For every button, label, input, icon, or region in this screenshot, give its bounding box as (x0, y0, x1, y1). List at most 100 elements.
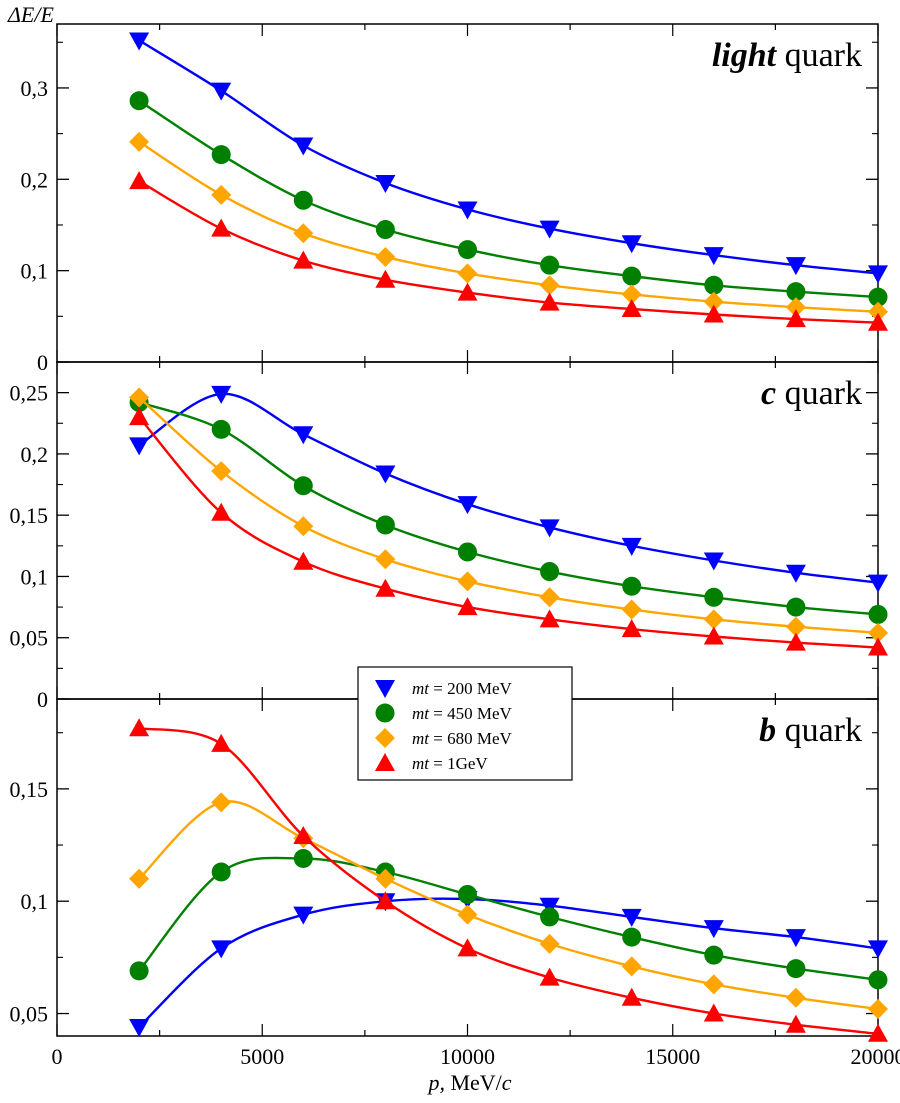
series-mt200 (129, 385, 888, 593)
data-point (211, 733, 232, 752)
data-point (703, 291, 724, 312)
data-point (211, 502, 232, 521)
x-axis-label-unit-var: c (502, 1070, 512, 1095)
panel-frame (56, 23, 879, 363)
data-point (540, 562, 560, 582)
data-point (539, 897, 560, 916)
data-point (211, 82, 232, 101)
data-point (293, 250, 314, 269)
data-point (129, 868, 150, 889)
data-point (621, 537, 642, 556)
data-point (621, 956, 642, 977)
series-mt200 (129, 890, 888, 1038)
data-point (458, 542, 477, 562)
data-point (129, 1019, 150, 1038)
data-point (129, 387, 150, 408)
y-tick-label: 0,15 (10, 777, 49, 802)
data-point (703, 920, 724, 939)
data-point (868, 999, 888, 1020)
data-point (539, 275, 560, 296)
series-line (138, 727, 878, 1035)
data-point (375, 549, 396, 570)
data-point (129, 32, 150, 51)
series-line (138, 140, 878, 313)
data-point (868, 265, 888, 284)
data-point (703, 974, 724, 995)
data-point (868, 604, 888, 624)
data-point (704, 587, 724, 607)
data-point (211, 862, 231, 882)
x-tick-label: 10000 (440, 1044, 495, 1069)
data-point (539, 967, 560, 986)
data-point (786, 959, 806, 979)
data-point (785, 1014, 806, 1033)
data-point (539, 933, 560, 954)
data-point (785, 929, 806, 948)
data-point (211, 145, 231, 165)
data-point (129, 407, 150, 426)
series-line (138, 392, 878, 584)
y-tick-label: 0,25 (10, 381, 49, 406)
legend-marker-mt200 (375, 680, 395, 698)
data-point (785, 564, 806, 583)
x-tick-label: 20000 (851, 1044, 900, 1069)
legend-marker-mt1000 (375, 753, 395, 771)
data-point (785, 632, 806, 651)
data-point (129, 91, 149, 111)
data-point (375, 868, 396, 889)
data-point (375, 269, 396, 288)
data-point (868, 574, 888, 593)
data-point (703, 609, 724, 630)
data-point (621, 987, 642, 1006)
legend-entries: mt = 200 MeV mt = 450 MeV mt = 680 MeV mt =… (375, 679, 512, 773)
data-point (868, 970, 888, 990)
data-point (703, 626, 724, 645)
data-point (622, 576, 642, 596)
data-point (375, 220, 395, 240)
panel-title: b quark (759, 712, 862, 749)
data-point (785, 257, 806, 276)
series-line (138, 396, 878, 634)
x-tick-label: 0 (52, 1044, 63, 1069)
data-point (539, 220, 560, 239)
data-point (868, 622, 888, 643)
data-point (785, 309, 806, 328)
legend-label-mt200: mt = 200 MeV (412, 679, 512, 698)
data-point (293, 516, 314, 537)
data-point (458, 240, 477, 260)
data-point (293, 476, 313, 496)
panel-light: 0 0,1 0,2 0,3 light quark (21, 23, 888, 375)
data-point (375, 515, 395, 535)
data-point (622, 927, 642, 947)
series-mt1000 (129, 171, 888, 331)
series-line (138, 897, 878, 1028)
data-point (868, 637, 888, 656)
data-point (786, 597, 806, 617)
data-point (786, 282, 806, 302)
data-point (293, 223, 314, 244)
data-point (293, 426, 314, 445)
data-point (293, 551, 314, 570)
data-point (129, 171, 150, 190)
panel-b: 0,05 0,1 0,15 b quark (10, 698, 888, 1042)
data-point (703, 247, 724, 266)
data-point (457, 571, 478, 592)
legend-marker-mt680 (375, 728, 395, 748)
data-point (129, 718, 150, 737)
panel-title: light quark (712, 37, 862, 74)
data-point (868, 312, 888, 331)
data-point (293, 190, 313, 210)
data-point (621, 599, 642, 620)
data-point (539, 519, 560, 538)
data-point (457, 201, 478, 220)
series-mt680 (129, 131, 888, 322)
y-tick-label: 0,1 (21, 259, 49, 284)
data-point (703, 552, 724, 571)
data-point (211, 792, 232, 813)
data-point (703, 1003, 724, 1022)
x-axis-label: p, MeV/c (426, 1070, 511, 1095)
y-tick-label: 0,05 (10, 626, 49, 651)
data-point (375, 891, 396, 910)
data-point (211, 218, 232, 237)
